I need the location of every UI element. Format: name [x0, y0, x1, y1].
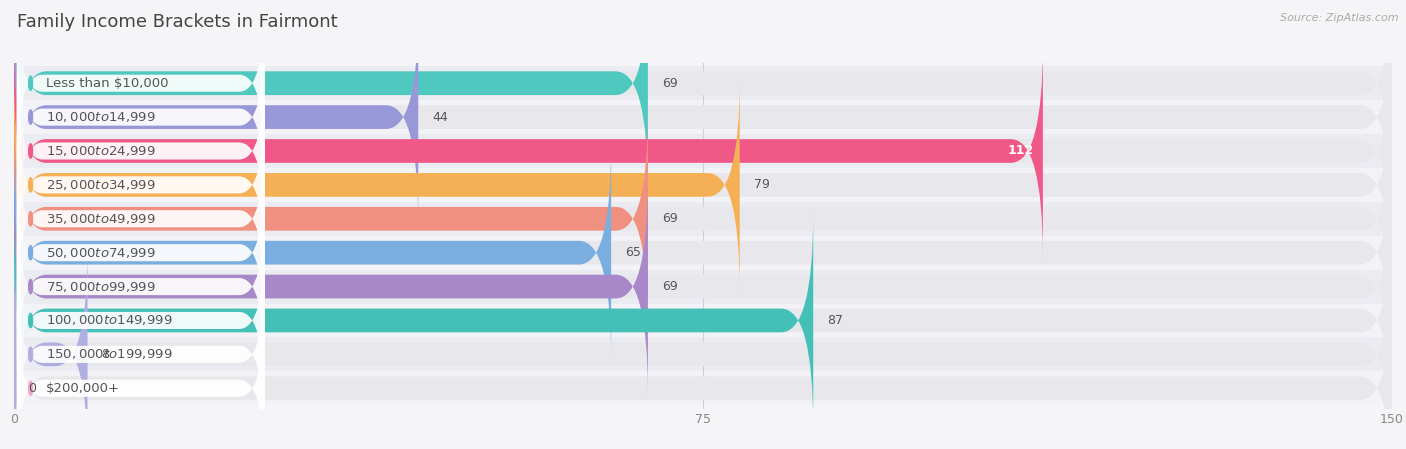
FancyBboxPatch shape — [17, 166, 264, 339]
Text: 69: 69 — [662, 280, 678, 293]
Text: 79: 79 — [754, 178, 769, 191]
Text: 69: 69 — [662, 77, 678, 90]
Circle shape — [28, 313, 32, 328]
Circle shape — [28, 110, 32, 124]
FancyBboxPatch shape — [17, 132, 264, 305]
Text: $25,000 to $34,999: $25,000 to $34,999 — [46, 178, 156, 192]
Text: $150,000 to $199,999: $150,000 to $199,999 — [46, 348, 173, 361]
FancyBboxPatch shape — [14, 247, 1392, 449]
Text: $200,000+: $200,000+ — [46, 382, 120, 395]
FancyBboxPatch shape — [14, 214, 1392, 427]
FancyBboxPatch shape — [17, 302, 264, 449]
Text: 112: 112 — [1008, 145, 1033, 158]
Text: 65: 65 — [624, 246, 641, 259]
FancyBboxPatch shape — [14, 44, 1392, 258]
Text: $75,000 to $99,999: $75,000 to $99,999 — [46, 280, 156, 294]
Bar — [14, 134, 1392, 168]
Bar — [14, 337, 1392, 371]
FancyBboxPatch shape — [17, 31, 264, 203]
Text: $50,000 to $74,999: $50,000 to $74,999 — [46, 246, 156, 260]
FancyBboxPatch shape — [17, 200, 264, 373]
Bar — [14, 236, 1392, 269]
FancyBboxPatch shape — [14, 247, 87, 449]
FancyBboxPatch shape — [14, 112, 648, 326]
Circle shape — [28, 347, 32, 361]
Text: 8: 8 — [101, 348, 110, 361]
FancyBboxPatch shape — [14, 180, 1392, 393]
Circle shape — [28, 279, 32, 294]
FancyBboxPatch shape — [14, 146, 1392, 360]
FancyBboxPatch shape — [14, 112, 1392, 326]
FancyBboxPatch shape — [14, 0, 1392, 190]
Text: Less than $10,000: Less than $10,000 — [46, 77, 169, 90]
FancyBboxPatch shape — [14, 214, 813, 427]
Text: 0: 0 — [28, 382, 35, 395]
FancyBboxPatch shape — [14, 180, 648, 393]
FancyBboxPatch shape — [17, 268, 264, 441]
Circle shape — [28, 178, 32, 192]
Bar — [14, 371, 1392, 405]
FancyBboxPatch shape — [17, 65, 264, 238]
FancyBboxPatch shape — [14, 10, 418, 224]
Circle shape — [28, 144, 32, 158]
FancyBboxPatch shape — [14, 44, 1043, 258]
Bar — [14, 269, 1392, 304]
Bar — [14, 202, 1392, 236]
FancyBboxPatch shape — [14, 10, 1392, 224]
Text: $10,000 to $14,999: $10,000 to $14,999 — [46, 110, 156, 124]
Circle shape — [28, 246, 32, 260]
FancyBboxPatch shape — [17, 98, 264, 271]
Circle shape — [28, 381, 32, 396]
Bar — [14, 100, 1392, 134]
Text: 87: 87 — [827, 314, 844, 327]
Bar — [14, 66, 1392, 100]
FancyBboxPatch shape — [17, 234, 264, 407]
FancyBboxPatch shape — [14, 146, 612, 360]
Text: Family Income Brackets in Fairmont: Family Income Brackets in Fairmont — [17, 13, 337, 31]
Circle shape — [28, 76, 32, 90]
Bar — [14, 304, 1392, 337]
FancyBboxPatch shape — [14, 78, 740, 292]
FancyBboxPatch shape — [14, 282, 1392, 449]
Text: Source: ZipAtlas.com: Source: ZipAtlas.com — [1281, 13, 1399, 23]
Text: 69: 69 — [662, 212, 678, 225]
Text: $15,000 to $24,999: $15,000 to $24,999 — [46, 144, 156, 158]
Text: $100,000 to $149,999: $100,000 to $149,999 — [46, 313, 173, 327]
FancyBboxPatch shape — [14, 0, 648, 190]
Text: 44: 44 — [432, 110, 447, 123]
FancyBboxPatch shape — [17, 0, 264, 170]
Bar — [14, 168, 1392, 202]
FancyBboxPatch shape — [14, 78, 1392, 292]
Circle shape — [28, 211, 32, 226]
Text: $35,000 to $49,999: $35,000 to $49,999 — [46, 212, 156, 226]
